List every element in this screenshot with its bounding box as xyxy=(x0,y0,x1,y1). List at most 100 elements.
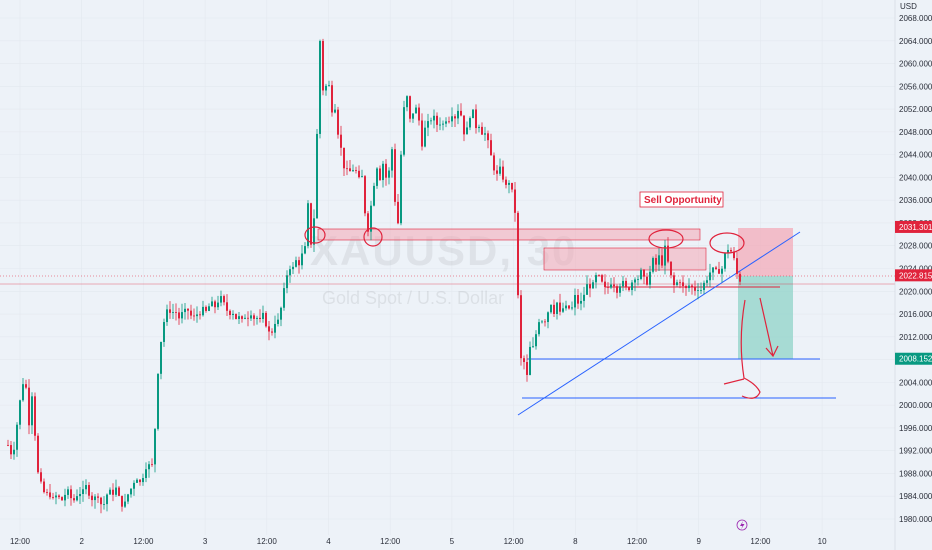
lightning-icon[interactable] xyxy=(736,519,748,531)
candle-body xyxy=(544,321,546,323)
candle-body xyxy=(355,170,357,171)
candle-body xyxy=(334,109,336,113)
candle-body xyxy=(268,326,270,332)
candle-body xyxy=(343,147,345,169)
candle-body xyxy=(736,258,738,274)
candle-body xyxy=(103,504,105,505)
candle-body xyxy=(214,301,216,308)
x-tick-label: 8 xyxy=(573,537,578,546)
candle-body xyxy=(97,496,99,498)
candle-body xyxy=(694,287,696,291)
candle-body xyxy=(25,384,27,388)
candle-body xyxy=(712,267,714,273)
y-tick-label: 2036.000 xyxy=(899,196,932,205)
candle-body xyxy=(112,489,114,495)
candle-body xyxy=(166,309,168,323)
candle-body xyxy=(10,445,12,455)
candle-body xyxy=(433,115,435,121)
candle-body xyxy=(556,302,558,314)
candle-body xyxy=(661,255,663,266)
candle-body xyxy=(529,346,531,375)
candle-body xyxy=(58,495,60,498)
candle-body xyxy=(91,495,93,501)
candle-body xyxy=(271,331,273,333)
candle-body xyxy=(316,133,318,219)
candle-body xyxy=(643,269,645,277)
candle-body xyxy=(466,127,468,135)
candle-body xyxy=(595,275,597,283)
y-tick-label: 2020.000 xyxy=(899,287,932,296)
candle-body xyxy=(16,424,18,450)
candle-body xyxy=(256,317,258,319)
candle-body xyxy=(280,307,282,320)
candle-body xyxy=(274,323,276,333)
y-tick-label: 2064.000 xyxy=(899,37,932,46)
candle-body xyxy=(706,280,708,283)
candle-body xyxy=(526,362,528,375)
candle-body xyxy=(94,496,96,501)
circle-mark-2 xyxy=(363,227,383,247)
x-tick-label: 12:00 xyxy=(504,537,525,546)
candle-body xyxy=(499,166,501,174)
candle-body xyxy=(175,312,177,313)
candle-body xyxy=(496,170,498,174)
candle-body xyxy=(673,275,675,286)
candle-body xyxy=(718,269,720,274)
price-badge xyxy=(895,352,932,365)
candle-body xyxy=(676,282,678,286)
candle-body xyxy=(163,322,165,342)
price-axis: 1980.000 1984.000 1988.000 1992.000 1996.000… xyxy=(899,14,932,524)
candle-body xyxy=(46,492,48,493)
candle-body xyxy=(202,306,204,316)
candle-body xyxy=(577,294,579,304)
candle-body xyxy=(193,315,195,317)
candle-body xyxy=(109,489,111,495)
down-arrow-2 xyxy=(723,299,761,399)
candle-body xyxy=(88,485,90,496)
candle-body xyxy=(448,121,450,123)
y-tick-label: 2040.000 xyxy=(899,173,932,182)
candle-body xyxy=(22,384,24,401)
sell-opportunity-label: Sell Opportunity xyxy=(639,191,724,208)
candles xyxy=(7,38,741,514)
candle-body xyxy=(265,312,267,327)
price-badge-label: 2031.301 xyxy=(899,223,932,232)
candle-body xyxy=(484,133,486,135)
y-tick-label: 2004.000 xyxy=(899,378,932,387)
candle-body xyxy=(400,154,402,224)
candle-body xyxy=(157,373,159,429)
candle-body xyxy=(520,295,522,359)
candle-body xyxy=(379,168,381,181)
candle-body xyxy=(331,85,333,113)
candle-body xyxy=(664,245,666,266)
candle-body xyxy=(640,269,642,279)
candle-body xyxy=(364,176,366,214)
candle-body xyxy=(412,113,414,119)
y-tick-label: 2024.000 xyxy=(899,265,932,274)
candle-body xyxy=(634,279,636,283)
candle-body xyxy=(232,313,234,315)
candle-body xyxy=(100,497,102,505)
candle-body xyxy=(502,166,504,180)
candle-body xyxy=(598,275,600,276)
candle-body xyxy=(361,176,363,178)
price-badge-label: 2022.815 xyxy=(899,271,932,280)
candle-body xyxy=(298,260,300,266)
candle-body xyxy=(172,312,174,313)
candle-body xyxy=(151,464,153,466)
candle-body xyxy=(226,302,228,311)
candle-body xyxy=(376,168,378,186)
candle-body xyxy=(721,268,723,274)
candle-body xyxy=(541,321,543,323)
candle-body xyxy=(238,316,240,319)
candle-body xyxy=(187,308,189,311)
y-tick-label: 1988.000 xyxy=(899,469,932,478)
candle-body xyxy=(301,253,303,266)
candle-body xyxy=(559,302,561,312)
candle-body xyxy=(31,396,33,426)
candle-body xyxy=(508,182,510,185)
candle-body xyxy=(532,346,534,348)
price-badges: 2031.301 2022.815 2008.152 xyxy=(895,220,932,365)
candle-body xyxy=(124,501,126,507)
